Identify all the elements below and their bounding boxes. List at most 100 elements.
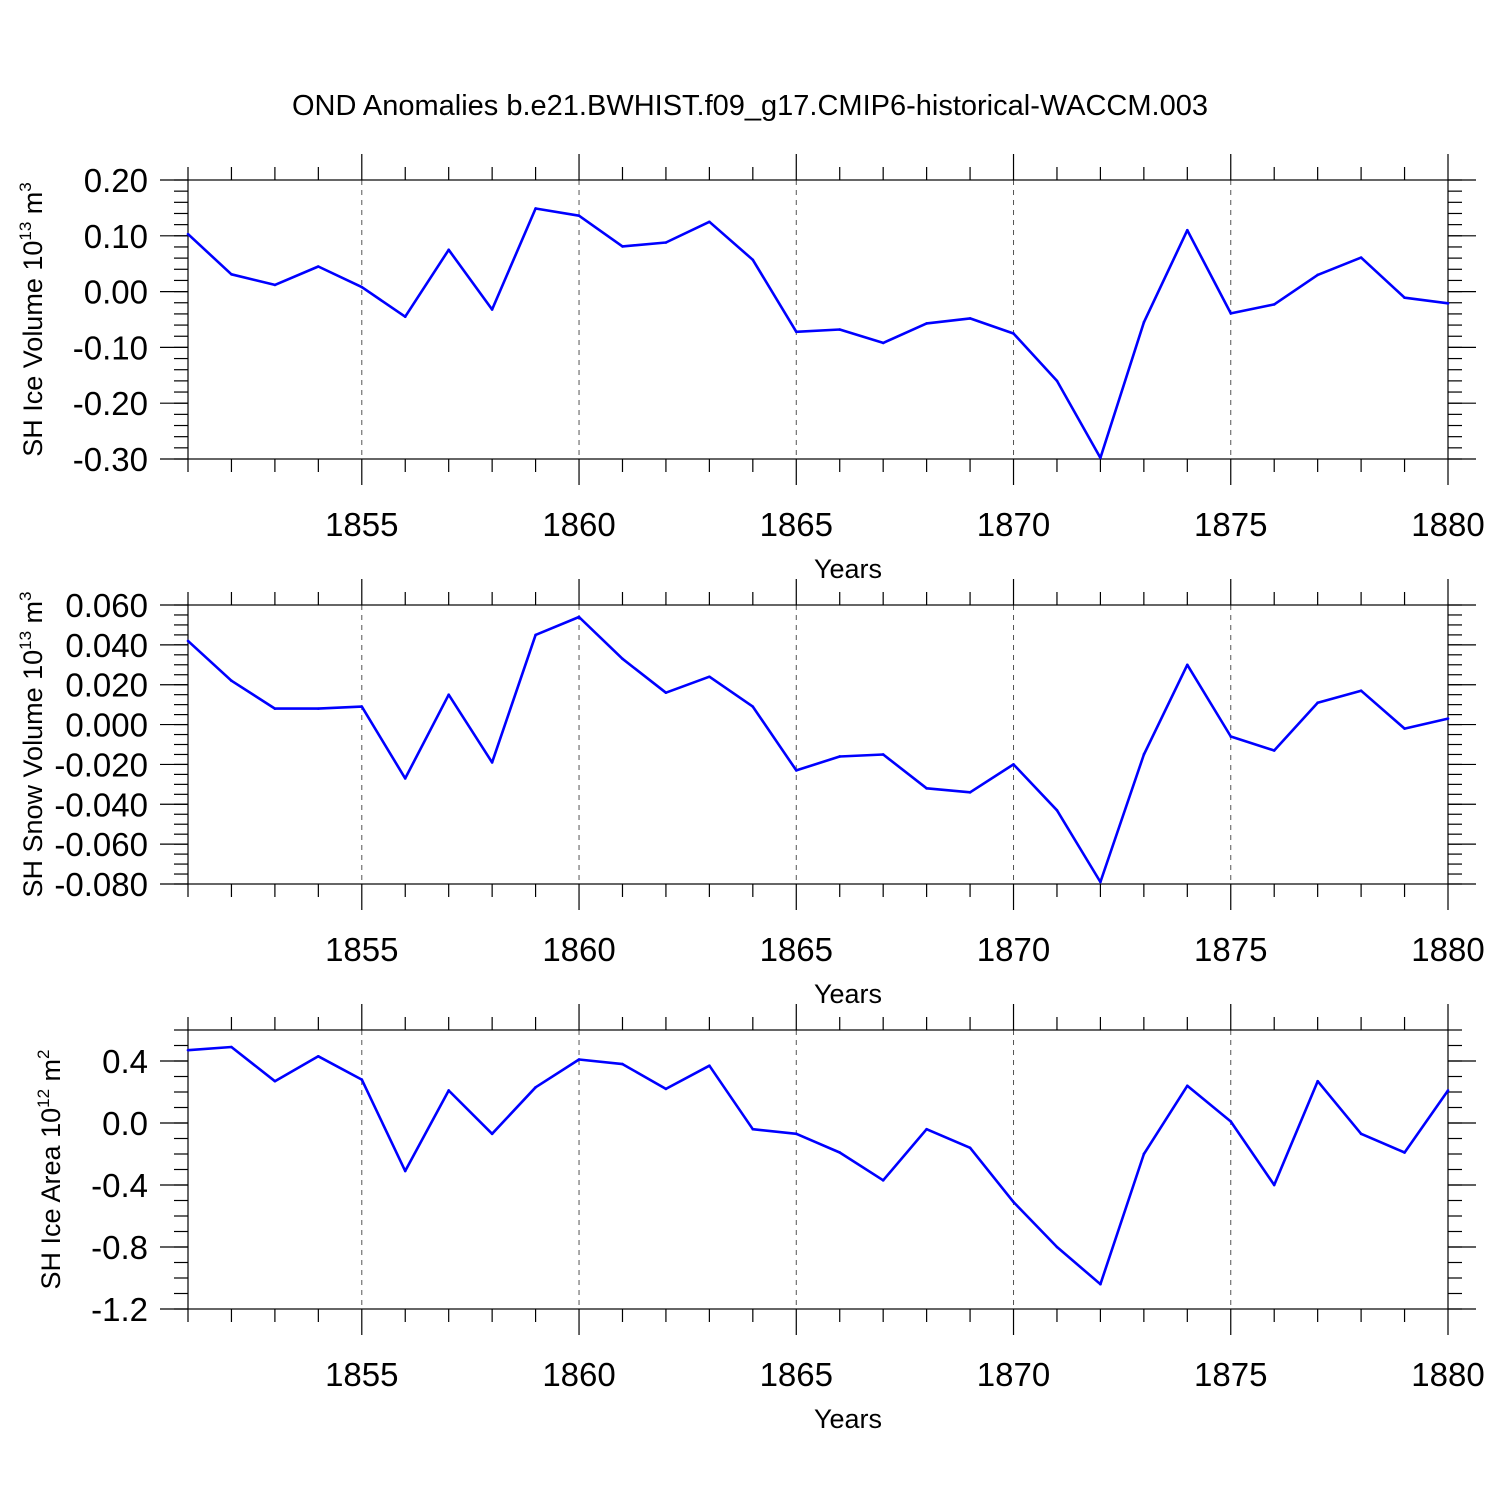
series-line-ice-area: [187, 1045, 1450, 1286]
data-point: [968, 1146, 972, 1150]
series-line-ice-volume: [187, 207, 1449, 460]
x-tick-label: 1870: [977, 1356, 1050, 1393]
y-axis-label-unit: m: [36, 1059, 66, 1089]
data-point: [1229, 735, 1233, 738]
data-point: [1403, 296, 1406, 300]
data-point: [664, 691, 668, 694]
data-point: [1446, 302, 1450, 305]
data-point: [317, 1055, 320, 1058]
data-point: [577, 615, 581, 619]
data-point: [1316, 1079, 1319, 1083]
data-point: [1272, 303, 1276, 306]
x-tick-label: 1880: [1411, 931, 1484, 968]
data-point: [490, 1132, 494, 1136]
data-point: [317, 707, 320, 710]
data-point: [751, 258, 755, 262]
data-point: [1359, 1132, 1363, 1136]
data-point: [403, 777, 407, 780]
data-point: [1012, 763, 1015, 766]
y-tick-label: 0.0: [102, 1105, 148, 1142]
data-point: [577, 214, 581, 218]
x-tick-label: 1860: [542, 1356, 615, 1393]
data-point: [1403, 1151, 1406, 1154]
data-point: [708, 220, 711, 224]
x-tick-label: 1855: [325, 931, 398, 968]
data-point: [1099, 456, 1102, 460]
y-axis-label-unit-sup: 2: [34, 1050, 53, 1059]
data-point: [490, 761, 494, 764]
data-point: [621, 245, 624, 248]
y-axis-label-main: SH Ice Area 10: [36, 1108, 66, 1290]
data-point: [230, 273, 233, 276]
y-tick-label: -0.20: [73, 385, 148, 422]
data-point: [1186, 663, 1189, 667]
data-point: [794, 1132, 798, 1136]
data-point: [621, 657, 624, 661]
data-point: [664, 1087, 668, 1091]
x-tick-label: 1860: [542, 506, 615, 543]
data-point: [1186, 1084, 1189, 1088]
data-point: [403, 315, 407, 319]
y-tick-label: 0.020: [65, 667, 148, 704]
data-point: [1142, 320, 1146, 324]
data-point: [838, 328, 842, 331]
data-point: [751, 1127, 755, 1131]
data-point: [490, 308, 494, 311]
y-axis-label-unit: m: [18, 192, 48, 222]
data-point: [1012, 1200, 1015, 1204]
y-tick-label: -0.040: [54, 786, 148, 823]
y-tick-label: 0.00: [84, 274, 148, 311]
x-tick-label: 1865: [760, 1356, 833, 1393]
data-point: [360, 1078, 364, 1081]
y-axis-label-sup: 13: [16, 631, 35, 650]
data-point: [447, 248, 450, 252]
y-tick-label: -1.2: [91, 1291, 148, 1328]
y-tick-label: -0.10: [73, 329, 148, 366]
data-point: [968, 791, 972, 794]
data-point: [1446, 717, 1450, 720]
y-axis-label-main: SH Ice Volume 10: [18, 241, 48, 457]
x-tick-label: 1865: [760, 506, 833, 543]
data-point: [360, 705, 364, 708]
data-point: [1446, 1089, 1450, 1092]
y-tick-label: -0.30: [73, 441, 148, 478]
x-tick-label: 1865: [760, 931, 833, 968]
y-axis-label-unit-sup: 3: [16, 591, 35, 600]
data-point: [1012, 332, 1015, 335]
x-tick-label: 1870: [977, 931, 1050, 968]
panel-ice-volume: 1855 1860 1865 1870 1875 1880 Years 0.20 0.10 0.0…: [16, 154, 1485, 584]
data-point: [1229, 1120, 1233, 1123]
figure-title: OND Anomalies b.e21.BWHIST.f09_g17.CMIP6…: [292, 90, 1208, 122]
data-point: [881, 753, 885, 756]
x-tick-label: 1880: [1411, 1356, 1484, 1393]
data-point: [838, 755, 842, 758]
y-axis-label: SH Ice Area 1012 m2: [34, 1050, 66, 1290]
data-point: [751, 705, 755, 708]
data-point: [1055, 379, 1059, 383]
data-point: [1055, 808, 1059, 812]
data-point: [794, 769, 798, 772]
y-tick-label: 0.10: [84, 218, 148, 255]
data-point: [1099, 880, 1102, 884]
y-tick-label: 0.060: [65, 587, 148, 624]
data-point: [230, 1045, 233, 1049]
data-point: [968, 317, 972, 320]
data-point: [708, 675, 711, 679]
data-point: [534, 1086, 537, 1089]
data-point: [621, 1062, 624, 1066]
data-point: [1403, 727, 1406, 730]
data-point: [925, 787, 928, 790]
data-point: [881, 341, 885, 345]
plot-frame: [187, 1029, 1449, 1310]
y-axis-label-sup: 13: [16, 222, 35, 241]
data-point: [1316, 273, 1319, 277]
panel-ice-area: 1855 1860 1865 1870 1875 1880 Years 0.4 0.0 -0.4 -…: [34, 1004, 1485, 1434]
x-tick-label: 1880: [1411, 506, 1484, 543]
y-axis-label-unit: m: [18, 601, 48, 631]
data-point: [1055, 1245, 1059, 1249]
data-point: [1359, 256, 1363, 259]
data-point: [230, 679, 233, 683]
data-point: [1186, 228, 1189, 232]
data-point: [1272, 1183, 1276, 1187]
